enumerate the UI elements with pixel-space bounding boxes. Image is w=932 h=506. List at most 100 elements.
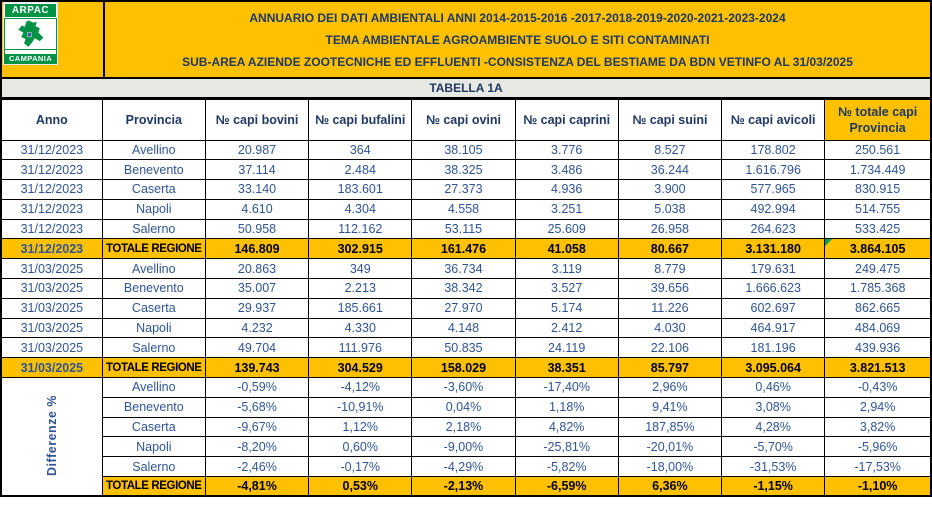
value-cell: 0,46% — [721, 377, 826, 398]
value-cell: 111.976 — [308, 337, 413, 359]
provincia-cell: Napoli — [101, 436, 206, 458]
anno-cell: 31/12/2023 — [0, 159, 103, 181]
provincia-cell: Benevento — [101, 159, 206, 181]
value-cell: 4.610 — [204, 198, 310, 220]
value-cell: -4,81% — [204, 476, 310, 497]
value-cell: 3.821.513 — [824, 357, 932, 379]
value-cell: 4.030 — [617, 317, 723, 339]
value-cell: 533.425 — [824, 218, 932, 240]
value-cell: -1,10% — [824, 476, 932, 497]
value-cell: -31,53% — [721, 456, 826, 478]
value-cell: -1,15% — [721, 476, 826, 497]
table-header: Anno Provincia № capi bovini № capi bufalin… — [0, 98, 932, 141]
value-cell: 158.029 — [411, 357, 516, 379]
value-cell: 183.601 — [308, 179, 413, 200]
value-cell: 2.412 — [514, 317, 619, 339]
value-cell: 36.244 — [617, 159, 723, 181]
value-cell: 37.114 — [204, 159, 310, 181]
arpac-logo-band — [5, 50, 56, 54]
provincia-cell: Avellino — [101, 377, 206, 398]
value-cell: -25,81% — [514, 436, 619, 458]
totale-row: TOTALE REGIONE -4,81% 0,53% -2,13% -6,59% 6,3… — [1, 476, 932, 497]
value-cell: 33.140 — [204, 179, 310, 200]
value-cell: 3,08% — [721, 396, 826, 418]
value-cell: 2,18% — [411, 416, 516, 438]
value-cell: 3.119 — [514, 258, 619, 280]
value-cell: 139.743 — [204, 357, 310, 379]
value-cell: 439.936 — [824, 337, 932, 359]
value-cell: -5,96% — [824, 436, 932, 458]
value-cell: 4.936 — [514, 179, 619, 200]
value-cell: 3.900 — [617, 179, 723, 200]
value-cell: 27.373 — [411, 179, 516, 200]
table-row: 31/12/2023 Caserta 33.140 183.601 27.373 4.93… — [0, 179, 932, 200]
value-cell: -4,29% — [411, 456, 516, 478]
value-cell: 39.656 — [617, 278, 723, 299]
column-header-totale: № totale capi Provincia — [824, 98, 932, 141]
value-cell: 4.304 — [308, 198, 413, 220]
value-cell: 4.232 — [204, 317, 310, 339]
table-row: 31/03/2025 Napoli 4.232 4.330 4.148 2.412 4.03… — [0, 317, 932, 339]
value-cell: 80.667 — [617, 238, 723, 260]
anno-cell: 31/12/2023 — [0, 198, 103, 220]
value-cell: 6,36% — [617, 476, 723, 497]
table-row: Benevento -5,68% -10,91% 0,04% 1,18% 9,41% 3,0… — [1, 396, 932, 418]
report-header: ARPAC CAMPANIA ANNUARIO DEI DATI AMBIENT… — [0, 0, 932, 79]
column-header: № capi ovini — [411, 98, 516, 141]
value-cell: 181.196 — [721, 337, 826, 359]
value-cell: 0,60% — [308, 436, 413, 458]
table-row: Salerno -2,46% -0,17% -4,29% -5,82% -18,00% -3… — [1, 456, 932, 478]
value-cell: -0,59% — [204, 377, 310, 398]
value-cell: 187,85% — [617, 416, 723, 438]
value-cell: 250.561 — [824, 139, 932, 161]
value-cell: 4,28% — [721, 416, 826, 438]
value-cell: 577.965 — [721, 179, 826, 200]
value-cell: 112.162 — [308, 218, 413, 240]
column-header: № capi bufalini — [308, 98, 413, 141]
value-cell: 4.330 — [308, 317, 413, 339]
value-cell: 4,82% — [514, 416, 619, 438]
anno-cell: 31/12/2023 — [0, 238, 103, 260]
livestock-table: Anno Provincia № capi bovini № capi bufalin… — [0, 98, 932, 498]
value-cell: 2,94% — [824, 396, 932, 418]
value-cell: -20,01% — [617, 436, 723, 458]
provincia-cell: Caserta — [101, 179, 206, 200]
arpac-logo-name: ARPAC — [4, 3, 57, 18]
column-header: № capi bovini — [204, 98, 310, 141]
value-cell: 3.131.180 — [721, 238, 826, 260]
value-cell: 1,12% — [308, 416, 413, 438]
column-header: № capi avicoli — [721, 98, 826, 141]
totale-label-cell: TOTALE REGIONE — [101, 238, 206, 260]
value-cell: -2,13% — [411, 476, 516, 497]
table-row: 31/12/2023 Napoli 4.610 4.304 4.558 3.251 5.03… — [0, 198, 932, 220]
value-cell: -0,17% — [308, 456, 413, 478]
value-cell: 38.325 — [411, 159, 516, 181]
value-cell: 264.623 — [721, 218, 826, 240]
column-header: № capi suini — [617, 98, 723, 141]
value-cell: 464.917 — [721, 317, 826, 339]
value-cell: -0,43% — [824, 377, 932, 398]
value-cell: 5.174 — [514, 297, 619, 319]
table-label: TABELLA 1A — [0, 79, 932, 98]
differenze-merged-cell: Differenze % — [0, 377, 103, 497]
totale-row: 31/12/2023 TOTALE REGIONE 146.809 302.915 16… — [0, 238, 932, 260]
value-cell: -4,12% — [308, 377, 413, 398]
value-cell: 514.755 — [824, 198, 932, 220]
anno-cell: 31/03/2025 — [0, 278, 103, 299]
value-cell: -2,46% — [204, 456, 310, 478]
value-cell: 0,53% — [308, 476, 413, 497]
provincia-cell: Avellino — [101, 258, 206, 280]
value-cell: 38.105 — [411, 139, 516, 161]
provincia-cell: Avellino — [101, 139, 206, 161]
table-row: 31/03/2025 Caserta 29.937 185.661 27.970 5.17… — [0, 297, 932, 319]
value-cell: 349 — [308, 258, 413, 280]
column-header: Anno — [0, 98, 103, 141]
value-cell: 22.106 — [617, 337, 723, 359]
value-cell: 304.529 — [308, 357, 413, 379]
value-cell: 2.213 — [308, 278, 413, 299]
anno-cell: 31/03/2025 — [0, 297, 103, 319]
value-cell: 29.937 — [204, 297, 310, 319]
value-cell: 179.631 — [721, 258, 826, 280]
table-row: 31/03/2025 Benevento 35.007 2.213 38.342 3.52… — [0, 278, 932, 299]
value-cell: 20.863 — [204, 258, 310, 280]
